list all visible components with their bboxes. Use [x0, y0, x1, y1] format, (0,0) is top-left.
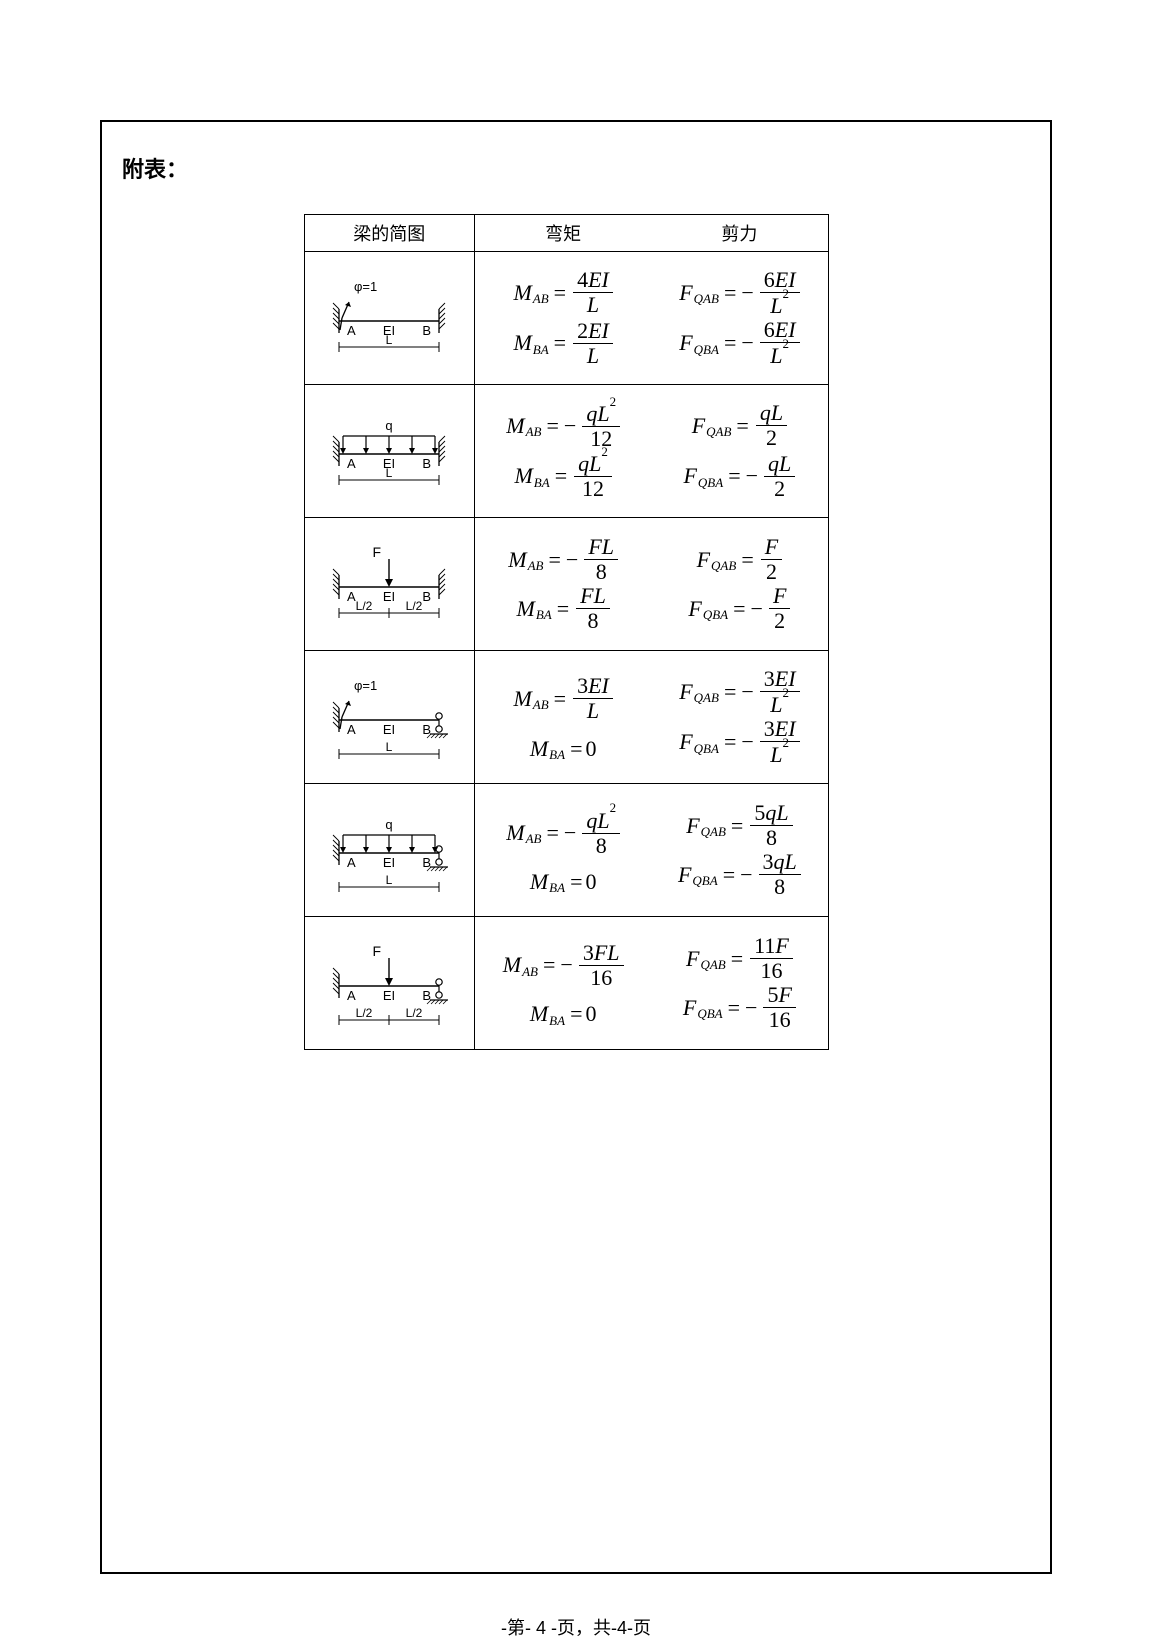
formula: FQAB=−6EIL2 [679, 268, 799, 318]
formula: MBA=qL212 [514, 451, 611, 501]
svg-text:L: L [386, 466, 393, 480]
formula: MBA=2EIL [513, 319, 612, 368]
equations-cell: MAB=−FL8MBA=FL8FQAB=F2FQBA=−F2 [475, 518, 828, 651]
svg-text:L: L [386, 873, 393, 887]
beam-diagram-udl-fixed-fixed: AEIBqL [314, 394, 464, 509]
formula: FQBA=−6EIL2 [679, 318, 799, 368]
svg-text:A: A [347, 988, 356, 1003]
beam-diagram-rot-fixed-fixed: AEIBφ=1L [314, 261, 464, 376]
shear-col: FQAB=F2FQBA=−F2 [651, 527, 827, 641]
beam-diagram-point-fixed-fixed: A EI B F L/2 L/2 [314, 527, 464, 642]
diagram-cell: AEIBqL [304, 385, 475, 518]
shear-col: FQAB=11F16FQBA=−5F16 [651, 926, 827, 1040]
shear-col: FQAB=qL2FQBA=−qL2 [651, 393, 827, 510]
beam-diagram-udl-fixed-pin: A EI Bq L [314, 793, 464, 908]
moment-col: MAB=−3FL16 MBA=0 [475, 926, 651, 1040]
formula: FQBA=−qL2 [683, 452, 795, 501]
svg-text:B: B [423, 855, 432, 870]
hdr-equations: 弯矩 剪力 [475, 215, 828, 252]
diagram-cell: A EI Bq L [304, 784, 475, 917]
diagram-cell: AEIBφ=1L [304, 252, 475, 385]
table-row: A EI Bφ=1 L MAB=3EIL MBA=0 FQAB=−3EIL2FQBA=−3E… [304, 651, 828, 784]
svg-text:EI: EI [383, 589, 395, 604]
table-row: A EI Bq L MAB=−qL28 MBA=0 FQAB=5qL8FQBA=−3qL8 [304, 784, 828, 917]
attachment-label: 附表： [122, 152, 1010, 184]
beam-table: 梁的简图 弯矩 剪力 AEIBφ=1LMAB=4EILMBA=2EILFQAB=… [304, 214, 829, 1050]
beam-diagram-point-fixed-pin: A EI B F L/2 L/2 [314, 926, 464, 1041]
equations-cell: MAB=−3FL16 MBA=0 FQAB=11F16FQBA=−5F16 [475, 917, 828, 1050]
svg-text:q: q [386, 418, 393, 433]
table-row: AEIBφ=1LMAB=4EILMBA=2EILFQAB=−6EIL2FQBA=… [304, 252, 828, 385]
shear-col: FQAB=5qL8FQBA=−3qL8 [651, 793, 827, 907]
moment-col: MAB=3EIL MBA=0 [475, 659, 651, 776]
table-body: AEIBφ=1LMAB=4EILMBA=2EILFQAB=−6EIL2FQBA=… [304, 252, 828, 1050]
svg-text:L/2: L/2 [406, 599, 423, 613]
svg-text:φ=1: φ=1 [354, 678, 377, 693]
hdr-moment: 弯矩 [475, 220, 651, 246]
diagram-cell: A EI Bφ=1 L [304, 651, 475, 784]
shear-col: FQAB=−6EIL2FQBA=−6EIL2 [651, 260, 827, 377]
formula: FQAB=5qL8 [686, 801, 792, 850]
svg-text:L/2: L/2 [406, 1006, 423, 1020]
svg-text:EI: EI [383, 988, 395, 1003]
page-number: -第- 4 -页，共-4-页 [0, 1614, 1152, 1640]
svg-text:A: A [347, 589, 356, 604]
svg-text:A: A [347, 456, 356, 471]
table-row: AEIBqLMAB=−qL212MBA=qL212FQAB=qL2FQBA=−q… [304, 385, 828, 518]
svg-text:φ=1: φ=1 [354, 279, 377, 294]
formula: MAB=−qL28 [506, 807, 620, 857]
svg-text:A: A [347, 323, 356, 338]
diagram-cell: A EI B F L/2 L/2 [304, 518, 475, 651]
formula: MAB=3EIL [513, 674, 612, 723]
formula: FQBA=−3qL8 [678, 850, 801, 899]
header-row: 梁的简图 弯矩 剪力 [304, 215, 828, 252]
formula: MAB=4EIL [513, 268, 612, 317]
svg-text:L/2: L/2 [356, 1006, 373, 1020]
formula: FQBA=−5F16 [683, 983, 796, 1032]
formula: MBA=0 [530, 1003, 597, 1025]
formula: FQBA=−F2 [688, 584, 790, 633]
svg-text:L/2: L/2 [356, 599, 373, 613]
svg-text:L: L [386, 333, 393, 347]
svg-text:B: B [423, 456, 432, 471]
shear-col: FQAB=−3EIL2FQBA=−3EIL2 [651, 659, 827, 776]
moment-col: MAB=−qL212MBA=qL212 [475, 393, 651, 510]
hdr-shear: 剪力 [651, 220, 827, 246]
moment-col: MAB=−qL28 MBA=0 [475, 793, 651, 907]
formula: FQAB=11F16 [686, 934, 793, 983]
formula: FQAB=−3EIL2 [679, 667, 799, 717]
svg-text:B: B [423, 988, 432, 1003]
table-row: A EI B F L/2 L/2 MAB=−3FL16 MBA=0 FQAB=11F16FQBA… [304, 917, 828, 1050]
svg-text:q: q [386, 817, 393, 832]
hdr-diagram: 梁的简图 [304, 215, 475, 252]
formula: MAB=−3FL16 [503, 941, 624, 990]
svg-text:F: F [373, 943, 382, 959]
diagram-cell: A EI B F L/2 L/2 [304, 917, 475, 1050]
table-row: AEIBFL/2L/2MAB=−FL8MBA=FL8FQAB=F2FQBA=−F… [304, 518, 828, 651]
svg-text:EI: EI [383, 722, 395, 737]
formula: MBA=FL8 [517, 584, 610, 633]
svg-text:EI: EI [383, 855, 395, 870]
equations-cell: MAB=−qL28 MBA=0 FQAB=5qL8FQBA=−3qL8 [475, 784, 828, 917]
moment-col: MAB=−FL8MBA=FL8 [475, 527, 651, 641]
moment-col: MAB=4EILMBA=2EIL [475, 260, 651, 377]
formula: FQBA=−3EIL2 [679, 717, 799, 767]
equations-cell: MAB=−qL212MBA=qL212FQAB=qL2FQBA=−qL2 [475, 385, 828, 518]
formula: FQAB=qL2 [692, 401, 787, 450]
formula: MBA=0 [530, 871, 597, 893]
equations-cell: MAB=4EILMBA=2EILFQAB=−6EIL2FQBA=−6EIL2 [475, 252, 828, 385]
formula: MBA=0 [530, 738, 597, 760]
formula: MAB=−FL8 [508, 535, 618, 584]
svg-text:B: B [423, 722, 432, 737]
page-frame: 附表： 梁的简图 弯矩 剪力 AEIBφ=1LMAB=4EILMBA=2EILF… [100, 120, 1052, 1574]
svg-text:A: A [347, 722, 356, 737]
svg-text:L: L [386, 740, 393, 754]
equations-cell: MAB=3EIL MBA=0 FQAB=−3EIL2FQBA=−3EIL2 [475, 651, 828, 784]
formula: FQAB=F2 [697, 535, 783, 584]
svg-text:B: B [423, 323, 432, 338]
beam-diagram-rot-fixed-pin: A EI Bφ=1 L [314, 660, 464, 775]
svg-text:F: F [373, 544, 382, 560]
svg-text:A: A [347, 855, 356, 870]
svg-text:B: B [423, 589, 432, 604]
